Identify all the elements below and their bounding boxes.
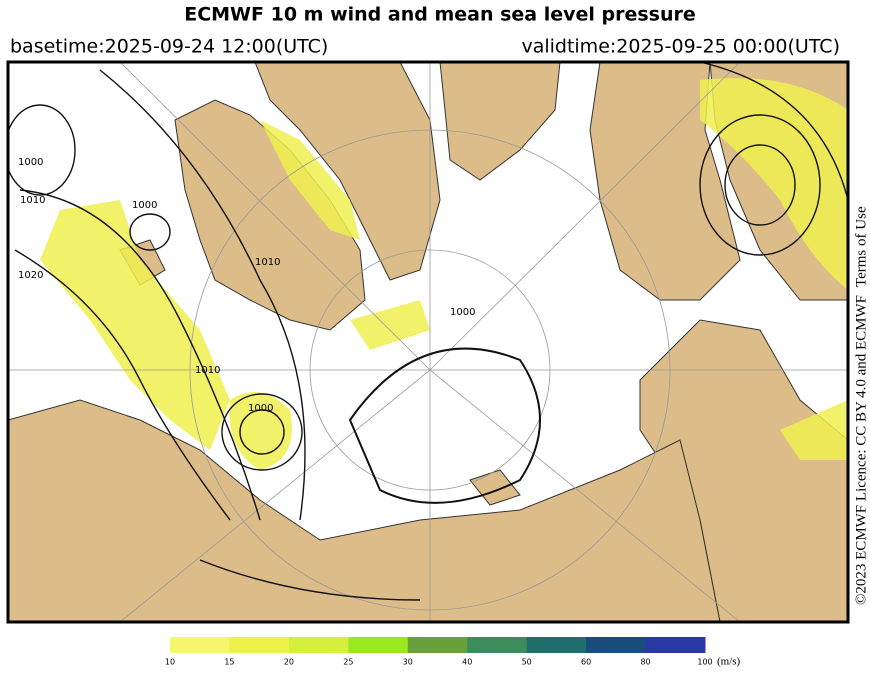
- colorbar-segment: [467, 637, 528, 653]
- map-frame: [6, 60, 850, 624]
- colorbar-tick-label: 60: [581, 658, 591, 667]
- colorbar-tick-label: 50: [522, 658, 532, 667]
- colorbar-segment: [407, 637, 468, 653]
- colorbar-tick-label: 25: [343, 658, 353, 667]
- basetime: basetime:2025-09-24 12:00(UTC): [10, 36, 328, 58]
- isobar-label: 1000: [248, 403, 273, 414]
- isobar-label: 1000: [18, 157, 43, 168]
- colorbar-segment: [526, 637, 587, 653]
- isobar-label: 1010: [255, 257, 280, 268]
- credit: ©2023 ECMWF Licence: CC BY 4.0 and ECMWF…: [853, 206, 869, 605]
- colorbar-tick-label: 10: [165, 658, 175, 667]
- wind-shading: [40, 78, 848, 470]
- graticule: [8, 62, 848, 622]
- credit-text: ©2023 ECMWF Licence: CC BY 4.0 and ECMWF: [853, 295, 869, 605]
- colorbar-tick-label: 40: [462, 658, 472, 667]
- isobar-label: 1000: [450, 307, 475, 318]
- colorbar-segment: [645, 637, 706, 653]
- isobar-label: 1010: [20, 195, 45, 206]
- isobar-labels: 1000 1010 1020 1000 1010 1000 1010 1000: [18, 157, 475, 414]
- colorbar-segment: [586, 637, 647, 653]
- isobar-label: 1000: [132, 200, 157, 211]
- colorbar-segment: [348, 637, 409, 653]
- isobars: [8, 62, 848, 601]
- terms-link[interactable]: Terms of Use: [853, 206, 869, 287]
- colorbar-tick-label: 20: [284, 658, 294, 667]
- colorbar-tick-label: 30: [403, 658, 413, 667]
- colorbar-segment: [288, 637, 349, 653]
- map: 1000 1010 1020 1000 1010 1000 1010 1000: [6, 60, 850, 624]
- colorbar: 10 15 20 25 30 40 50 60 80 100 (m/s): [165, 637, 741, 668]
- isobar-label: 1010: [195, 365, 220, 376]
- validtime: validtime:2025-09-25 00:00(UTC): [521, 36, 840, 58]
- colorbar-tick-label: 15: [224, 658, 234, 667]
- title: ECMWF 10 m wind and mean sea level press…: [184, 4, 696, 26]
- colorbar-tick-label: 100: [697, 658, 712, 667]
- colorbar-tick-label: 80: [640, 658, 650, 667]
- colorbar-unit: (m/s): [717, 656, 741, 668]
- colorbar-segment: [170, 637, 230, 653]
- isobar-label: 1020: [18, 270, 43, 281]
- colorbar-segment: [229, 637, 290, 653]
